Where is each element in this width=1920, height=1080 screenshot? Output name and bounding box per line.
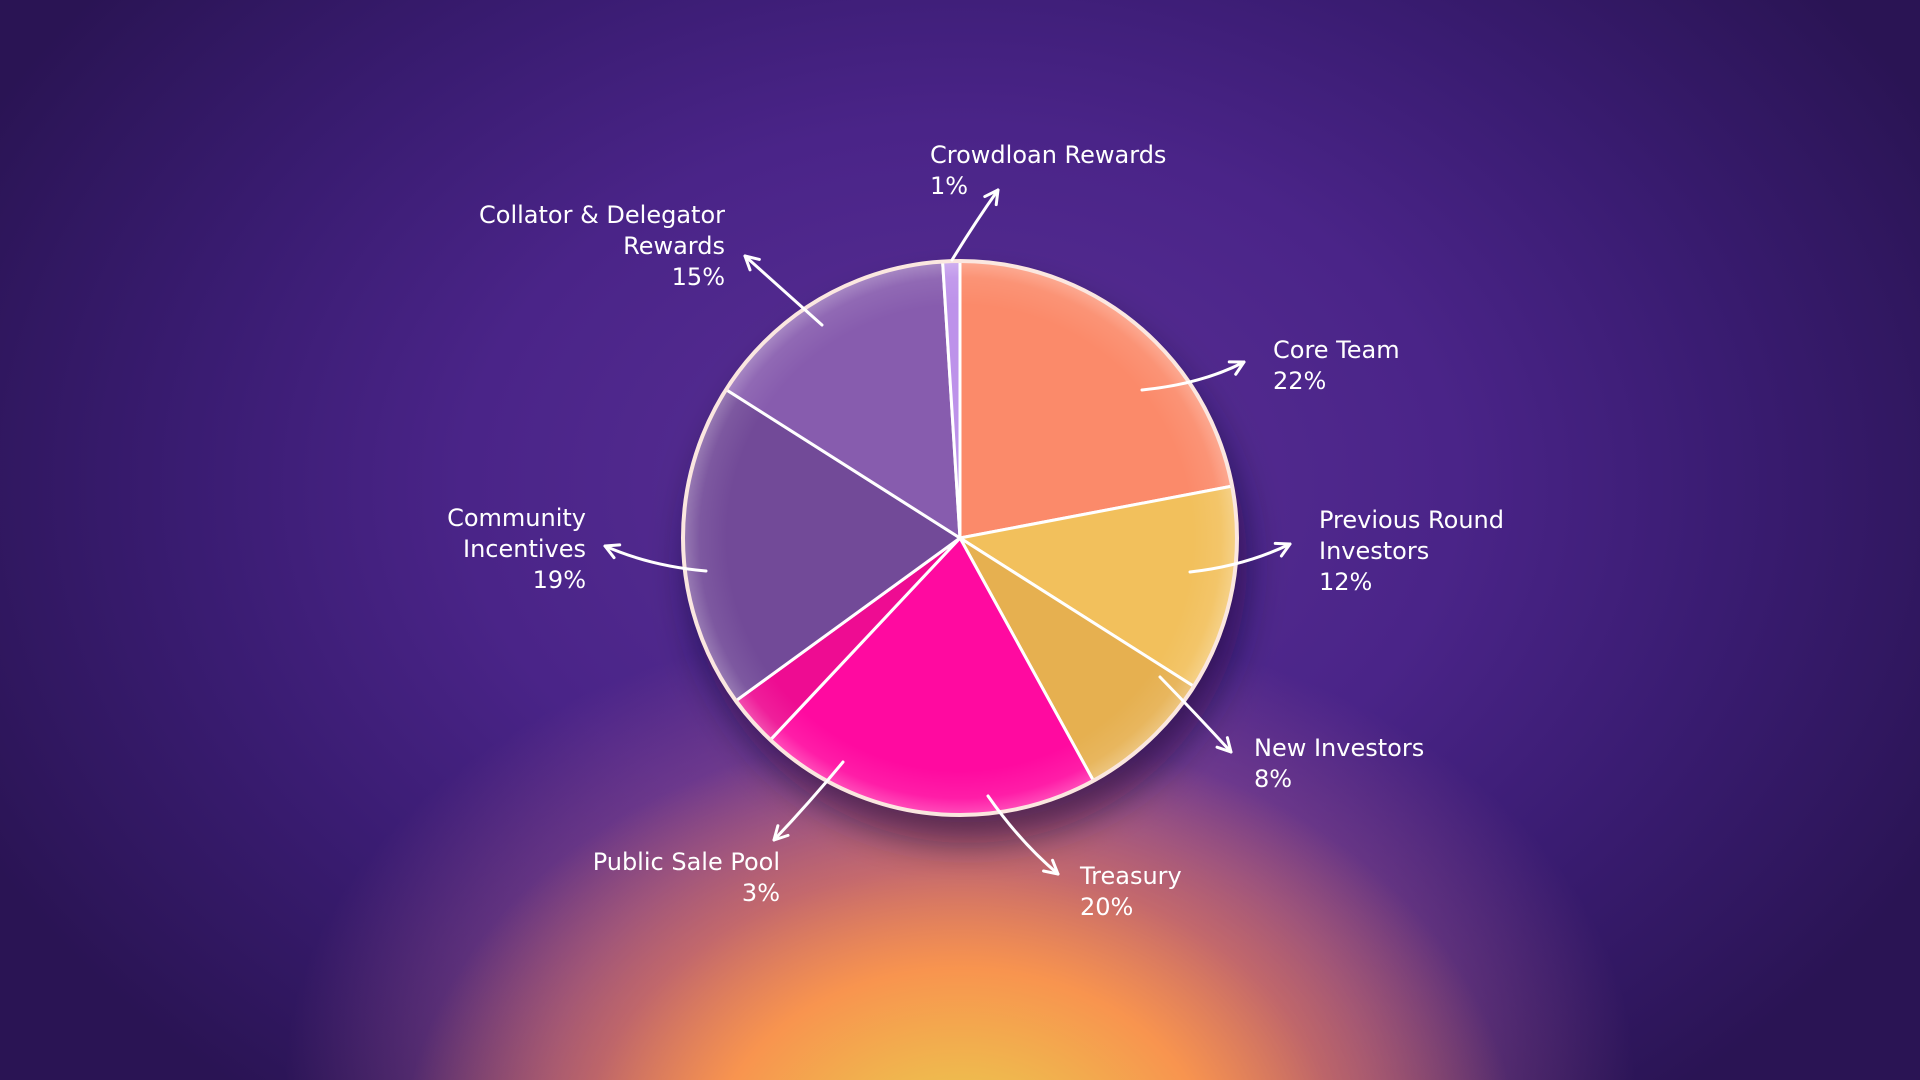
value-label-previous-round-investors: 12%	[1319, 568, 1372, 596]
arrow-community-incentives	[603, 543, 708, 573]
label-collator-and-delegator-rewards: Collator & Delegator	[479, 201, 725, 229]
arrow-previous-round-investors	[1188, 541, 1292, 574]
value-label-core-team: 22%	[1273, 367, 1326, 395]
label-previous-round-investors: Investors	[1319, 537, 1429, 565]
label-treasury: Treasury	[1079, 862, 1182, 890]
value-label-collator-and-delegator-rewards: 15%	[672, 263, 725, 291]
label-crowdloan-rewards: Crowdloan Rewards	[930, 141, 1166, 169]
label-public-sale-pool: Public Sale Pool	[593, 848, 780, 876]
arrow-new-investors	[1158, 675, 1233, 754]
value-label-community-incentives: 19%	[533, 566, 586, 594]
arrow-public-sale-pool	[772, 760, 845, 842]
arrow-core-team	[1140, 360, 1246, 392]
pie-gloss-overlay	[683, 261, 1237, 815]
pie-outline	[681, 259, 1239, 817]
label-community-incentives: Community	[447, 504, 586, 532]
value-label-public-sale-pool: 3%	[742, 879, 780, 907]
value-label-new-investors: 8%	[1254, 765, 1292, 793]
arrow-collator-and-delegator-rewards	[743, 254, 824, 327]
label-community-incentives: Incentives	[463, 535, 586, 563]
label-previous-round-investors: Previous Round	[1319, 506, 1504, 534]
value-label-crowdloan-rewards: 1%	[930, 172, 968, 200]
label-new-investors: New Investors	[1254, 734, 1424, 762]
slice-labels: Core Team 22% Previous Round Investors 12% Ne…	[447, 141, 1504, 921]
label-core-team: Core Team	[1273, 336, 1400, 364]
value-label-treasury: 20%	[1080, 893, 1133, 921]
arrow-treasury	[986, 794, 1060, 876]
label-collator-and-delegator-rewards: Rewards	[623, 232, 725, 260]
arrow-crowdloan-rewards	[950, 188, 1000, 262]
pie-gloss	[681, 259, 1239, 817]
